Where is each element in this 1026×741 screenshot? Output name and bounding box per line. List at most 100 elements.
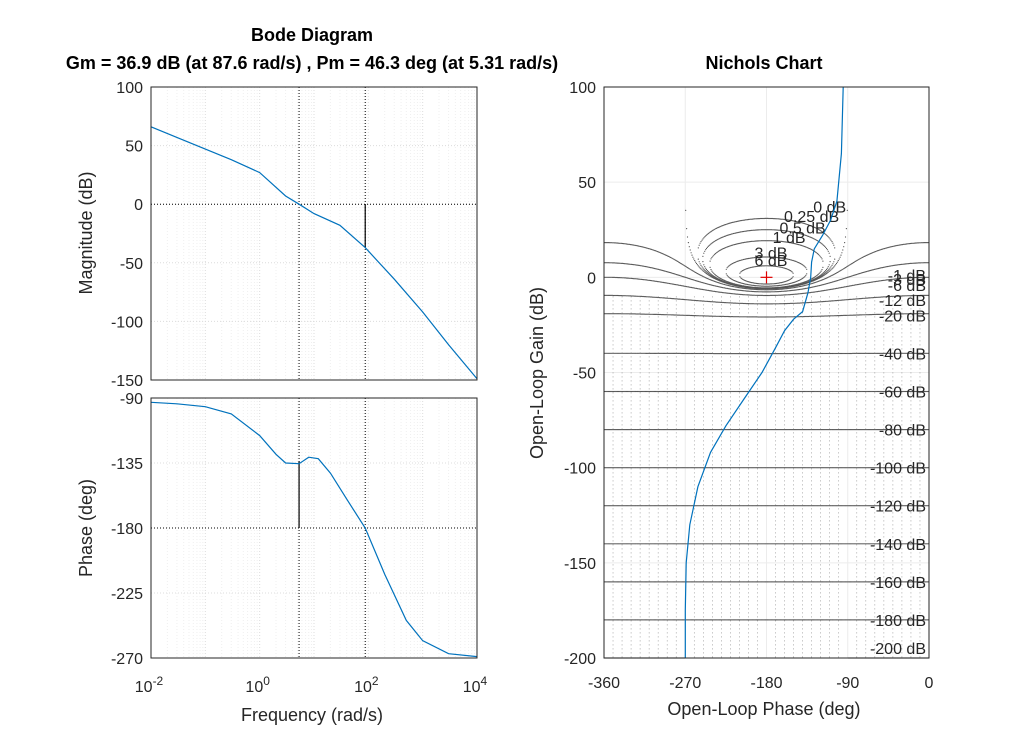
m-circle-dot	[696, 300, 699, 302]
m-circle-dot	[633, 244, 635, 246]
m-circle-dot	[816, 227, 818, 229]
m-circle-dot	[633, 278, 635, 280]
m-circle-dot	[830, 300, 832, 302]
m-circle-dot	[727, 266, 729, 268]
m-circle-dot	[722, 225, 724, 227]
m-circle-dot	[712, 229, 714, 231]
m-circle-dot	[781, 290, 783, 292]
m-circle-dot	[758, 291, 760, 293]
m-circle-dot	[916, 242, 918, 244]
m-circle-dot	[770, 294, 772, 296]
m-circle-dot	[844, 242, 846, 244]
m-circle-dot	[882, 248, 885, 250]
m-circle-dot	[746, 283, 748, 285]
m-circle-dot	[660, 281, 662, 283]
m-circle-dot	[791, 293, 793, 296]
m-circle-dot	[832, 267, 834, 269]
m-circle-dot	[756, 288, 758, 291]
m-circle-dot	[747, 286, 749, 288]
m-circle-dot	[748, 241, 750, 243]
m-circle-dot	[896, 278, 898, 280]
m-circle-dot	[832, 281, 834, 283]
m-circle-dot	[816, 301, 819, 303]
m-circle-dot	[628, 243, 630, 245]
m-circle-dot	[779, 266, 782, 268]
m-circle-dot	[755, 218, 757, 220]
m-circle-dot	[894, 278, 896, 280]
m-circle-dot	[610, 276, 612, 278]
m-circle-dot	[742, 258, 745, 261]
m-circle-dot	[776, 229, 778, 231]
m-circle-dot	[721, 283, 723, 285]
m-circle-dot	[729, 292, 731, 294]
m-circle-dot	[872, 269, 874, 271]
m-circle-dot	[820, 256, 822, 259]
m-circle-dot	[692, 299, 694, 301]
m-circle-dot	[825, 289, 828, 291]
m-circle-dot	[658, 269, 661, 271]
m-circle-dot	[789, 259, 792, 261]
m-circle-dot	[807, 235, 810, 237]
m-circle-dot	[830, 275, 832, 277]
m-circle-dot	[876, 268, 878, 270]
m-circle-dot	[788, 290, 790, 292]
magnitude-tick-label: -100	[111, 314, 143, 331]
m-circle-dot	[779, 288, 782, 290]
m-circle-dot	[797, 232, 800, 234]
m-circle-dot	[734, 232, 737, 234]
m-circle-dot	[771, 265, 774, 267]
m-circle-dot	[716, 277, 718, 279]
m-circle-dot	[918, 242, 921, 244]
m-circle-dot	[738, 220, 740, 222]
m-circle-dot	[812, 277, 814, 279]
m-circle-dot	[784, 284, 786, 286]
m-circle-dot	[797, 221, 800, 223]
m-circle-dot	[819, 271, 821, 273]
m-circle-dot	[844, 299, 847, 301]
m-circle-dot	[813, 278, 815, 280]
m-circle-dot	[868, 297, 870, 299]
m-circle-dot	[742, 219, 744, 221]
m-circle-dot	[810, 236, 812, 239]
m-circle-dot	[742, 285, 745, 287]
m-circle-dot	[769, 289, 771, 291]
m-circle-dot	[710, 301, 712, 303]
m-circle-dot	[780, 303, 783, 305]
m-circle-dot	[664, 270, 666, 272]
m-circle-dot	[727, 282, 729, 284]
m-circle-dot	[698, 281, 700, 283]
m-circle-dot	[916, 262, 918, 264]
m-circle-dot	[741, 289, 743, 292]
m-circle-dot	[723, 283, 725, 285]
m-circle-dot	[682, 298, 684, 300]
m-circle-dot	[752, 286, 755, 288]
m-circle-dot	[862, 256, 864, 258]
m-circle-dot	[805, 284, 807, 286]
m-circle-dot	[897, 278, 899, 280]
m-circle-dot	[632, 244, 634, 246]
m-circle-dot	[805, 267, 807, 269]
m-circle-dot	[818, 290, 820, 292]
m-circle-dot	[607, 294, 609, 296]
m-circle-dot	[706, 246, 709, 248]
m-circle-dot	[729, 264, 731, 266]
m-circle-dot	[789, 231, 792, 233]
m-circle-dot	[888, 246, 890, 248]
m-circle-dot	[632, 264, 634, 266]
m-circle-dot	[721, 286, 723, 288]
m-circle-dot	[784, 286, 786, 288]
m-circle-dot	[831, 288, 833, 290]
m-circle-dot	[668, 256, 671, 258]
m-circle-dot	[784, 290, 786, 292]
m-circle-dot	[699, 274, 701, 276]
m-circle-dot	[624, 263, 626, 265]
m-circle-dot	[622, 295, 625, 297]
m-circle-dot	[750, 303, 752, 305]
m-circle-dot	[795, 302, 797, 304]
m-circle-dot	[612, 294, 614, 296]
m-circle-dot	[719, 237, 721, 239]
m-circle-dot	[861, 297, 863, 300]
m-circle-dot	[672, 283, 674, 285]
m-circle-dot	[882, 279, 885, 281]
m-circle-dot	[847, 265, 849, 267]
